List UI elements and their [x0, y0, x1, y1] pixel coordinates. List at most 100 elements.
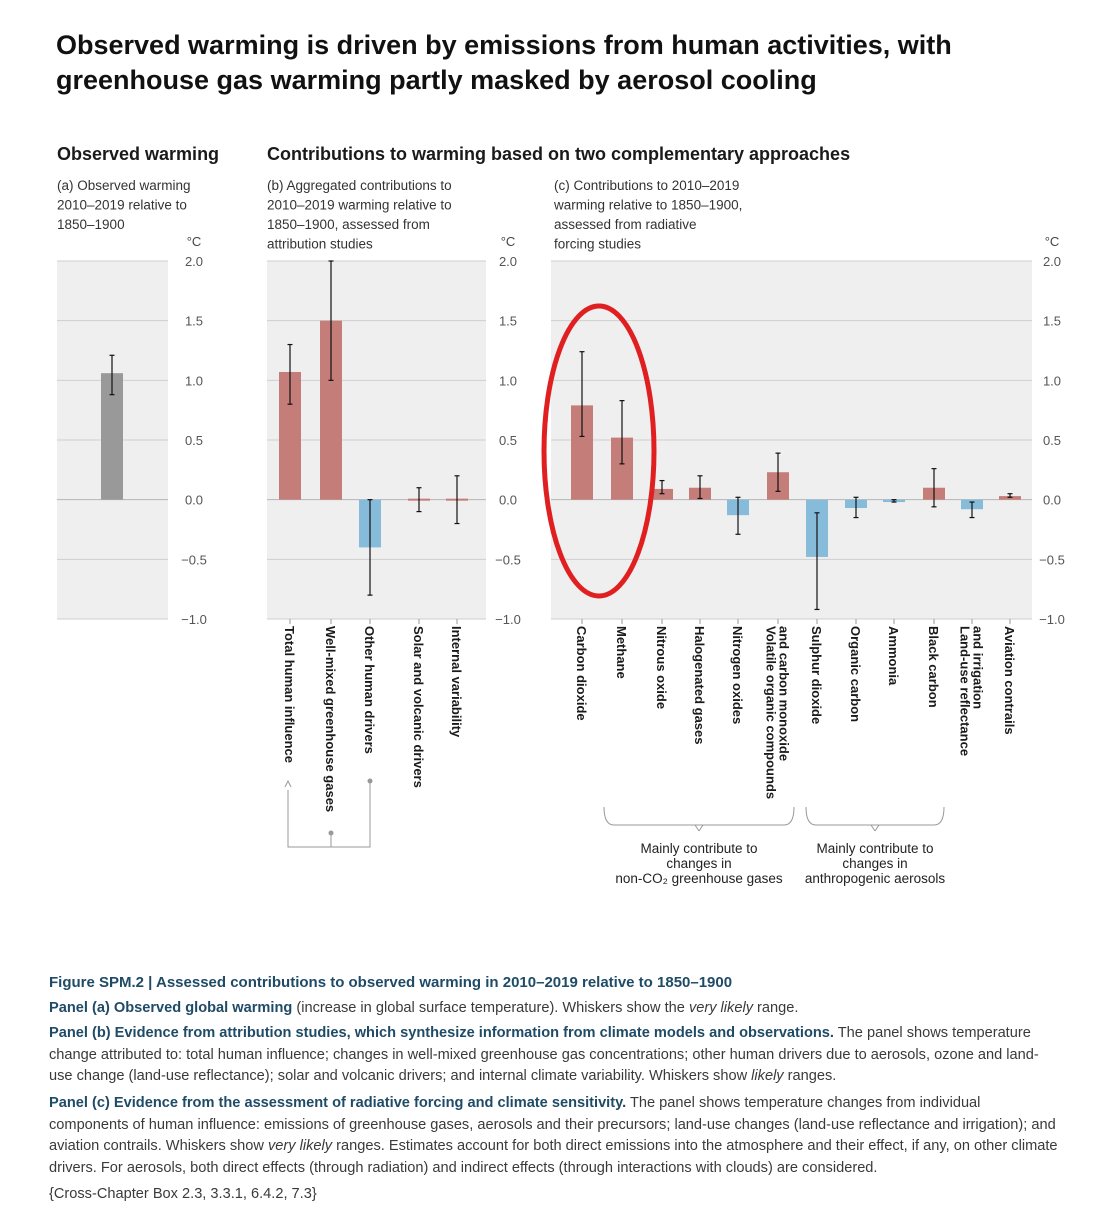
group-bracket-point	[874, 824, 880, 832]
panel-b-tick-label: 0.5	[499, 433, 517, 448]
panel-c-tick-label: −1.0	[1039, 612, 1065, 627]
panel-c-category-label: Nitrous oxide	[654, 626, 669, 709]
panel-b-tick-label: 1.5	[499, 314, 517, 329]
panel-b-connector-dot	[367, 778, 373, 784]
panel-a-tick-label: −0.5	[181, 552, 207, 567]
panel-b-subtitle-line: attribution studies	[267, 237, 373, 252]
caption-panel-b-text: The panel shows temperature change attri…	[49, 1025, 1039, 1084]
figure-chart: Observed warming Contributions to warmin…	[57, 144, 1065, 886]
caption-panel-a-label: Panel (a) Observed global warming	[49, 1000, 293, 1016]
panel-b-category-label: Total human influence	[282, 626, 297, 763]
group-bracket-point	[870, 824, 876, 832]
panel-c-tick-label: 0.0	[1043, 493, 1061, 508]
figure-caption-title: Figure SPM.2 | Assessed contributions to…	[49, 974, 733, 991]
panel-a-tick-label: −1.0	[181, 612, 207, 627]
header-contributions: Contributions to warming based on two co…	[267, 144, 850, 164]
panel-c: (c) Contributions to 2010–2019 warming re…	[541, 178, 1065, 886]
panel-b-connector-bracket	[287, 782, 371, 848]
caption-panel-b-text-end: ranges.	[783, 1068, 837, 1084]
panel-b-category-label: Well-mixed greenhouse gases	[323, 626, 338, 812]
panel-b-tick-label: −0.5	[495, 552, 521, 567]
group-label-line: non-CO₂ greenhouse gases	[615, 871, 783, 886]
panel-c-category-label: Methane	[614, 626, 629, 679]
panel-b-bar	[320, 320, 342, 500]
caption-panel-a-italic: very likely	[688, 1000, 753, 1016]
panel-c-subtitle-line: warming relative to 1850–1900,	[553, 198, 742, 213]
panel-c-bar	[571, 405, 593, 500]
panel-c-category-label: Organic carbon	[848, 626, 863, 722]
panel-a-tick-label: 1.0	[185, 373, 203, 388]
group-label-line: Mainly contribute to	[816, 841, 933, 856]
group-label-line: changes in	[666, 856, 731, 871]
panel-b-subtitle-line: 1850–1900, assessed from	[267, 217, 430, 232]
panel-b-connector-dot	[328, 830, 334, 836]
caption-panel-a: Panel (a) Observed global warming (incre…	[49, 998, 1059, 1020]
panel-c-category-label: Ammonia	[886, 626, 901, 686]
group-label-line: changes in	[842, 856, 907, 871]
panel-b-category-label: Other human drivers	[362, 626, 377, 754]
panel-b-subtitle-line: (b) Aggregated contributions to	[267, 178, 452, 193]
panel-c-tick-label: 2.0	[1043, 254, 1061, 269]
panel-c-category-label: Volatile organic compounds	[764, 626, 779, 799]
panel-c-subtitle-line: (c) Contributions to 2010–2019	[554, 178, 739, 193]
group-label-line: Mainly contribute to	[640, 841, 757, 856]
panel-a-subtitle-line: (a) Observed warming	[57, 178, 191, 193]
caption-reference: {Cross-Chapter Box 2.3, 3.3.1, 6.4.2, 7.…	[49, 1186, 317, 1202]
caption-panel-c-italic: very likely	[268, 1138, 333, 1154]
panel-a-tick-label: 2.0	[185, 254, 203, 269]
caption-panel-c: Panel (c) Evidence from the assessment o…	[49, 1093, 1059, 1179]
panel-b: (b) Aggregated contributions to 2010–2019…	[267, 178, 521, 848]
caption-panel-a-text-end: range.	[753, 1000, 799, 1016]
panel-c-subtitle-line: forcing studies	[554, 237, 641, 252]
panel-b-category-label: Internal variability	[449, 626, 464, 738]
highlight-ellipse	[541, 303, 657, 599]
panel-c-category-label: Nitrogen oxides	[730, 626, 745, 724]
caption-panel-c-label: Panel (c) Evidence from the assessment o…	[49, 1095, 627, 1111]
caption-panel-b-italic: likely	[751, 1068, 784, 1084]
caption-panel-a-text: (increase in global surface temperature)…	[292, 1000, 689, 1016]
panel-b-category-label: Solar and volcanic drivers	[411, 626, 426, 788]
panel-b-tick-label: 2.0	[499, 254, 517, 269]
panel-c-subtitle-line: assessed from radiative	[554, 217, 697, 232]
page-title: Observed warming is driven by emissions …	[56, 30, 952, 95]
panel-b-tick-label: −1.0	[495, 612, 521, 627]
panel-a-tick-label: 1.5	[185, 314, 203, 329]
panel-c-bar	[611, 437, 633, 500]
caption-panel-c-text: The panel shows temperature changes from…	[49, 1095, 1056, 1154]
panel-c-category-label: Sulphur dioxide	[809, 626, 824, 724]
panel-b-subtitle-line: 2010–2019 warming relative to	[267, 198, 452, 213]
group-bracket-point	[698, 824, 704, 832]
panel-c-tick-label: −0.5	[1039, 552, 1065, 567]
panel-b-bar	[279, 371, 301, 500]
panel-c-category-label: and irrigation	[971, 626, 986, 709]
panel-c-category-label: and carbon monoxide	[777, 626, 792, 761]
panel-b-tick-label: 0.0	[499, 493, 517, 508]
panel-c-category-label: Black carbon	[926, 626, 941, 708]
group-label-line: anthropogenic aerosols	[805, 871, 946, 886]
panel-a-unit-label: °C	[187, 234, 202, 249]
panel-a-tick-label: 0.5	[185, 433, 203, 448]
panel-c-tick-label: 1.5	[1043, 314, 1061, 329]
panel-c-category-label: Land-use reflectance	[958, 626, 973, 756]
panel-a: (a) Observed warming 2010–2019 relative t…	[57, 178, 207, 627]
panel-b-connector-arrowhead	[284, 779, 292, 788]
caption-panel-c-text-end: ranges. Estimates account for both direc…	[49, 1138, 1058, 1176]
panel-c-category-label: Aviation contrails	[1002, 626, 1017, 735]
panel-a-tick-label: 0.0	[185, 493, 203, 508]
group-bracket-point	[694, 824, 700, 832]
panel-c-category-label: Halogenated gases	[692, 626, 707, 745]
panel-c-tick-label: 0.5	[1043, 433, 1061, 448]
panel-b-unit-label: °C	[501, 234, 516, 249]
header-observed-warming: Observed warming	[57, 144, 219, 164]
panel-c-tick-label: 1.0	[1043, 373, 1061, 388]
panel-c-category-label: Carbon dioxide	[574, 626, 589, 721]
panel-a-subtitle-line: 1850–1900	[57, 217, 125, 232]
panel-b-tick-label: 1.0	[499, 373, 517, 388]
panel-c-unit-label: °C	[1045, 234, 1060, 249]
group-bracket	[603, 806, 795, 826]
panel-a-subtitle-line: 2010–2019 relative to	[57, 198, 187, 213]
caption-panel-b-label: Panel (b) Evidence from attribution stud…	[49, 1025, 834, 1041]
caption-panel-b: Panel (b) Evidence from attribution stud…	[49, 1023, 1059, 1088]
panel-a-bar	[101, 373, 123, 500]
group-bracket	[805, 806, 945, 826]
